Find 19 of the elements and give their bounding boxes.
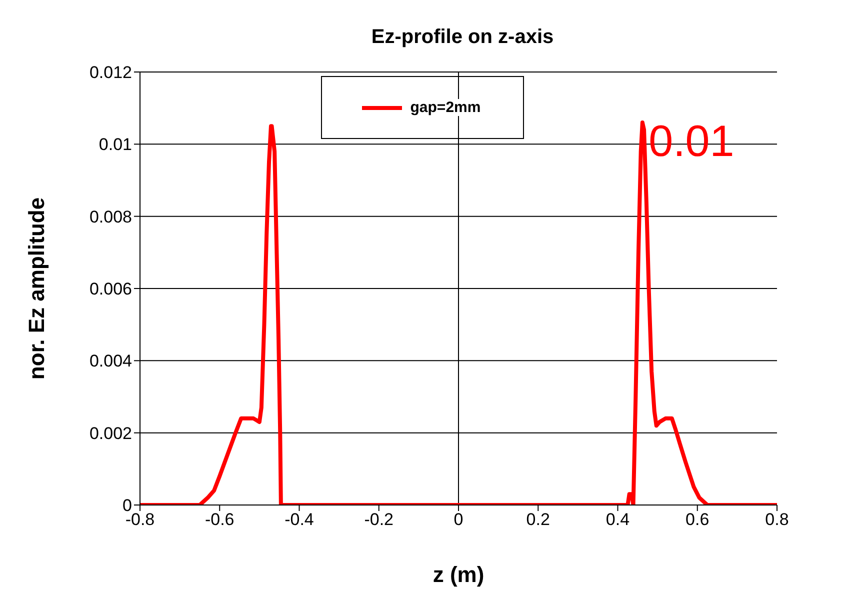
legend-frame: gap=2mm [321, 76, 524, 139]
chart-title: Ez-profile on z-axis [370, 26, 555, 49]
x-tick-label: -0.2 [364, 510, 394, 530]
x-tick-label: -0.6 [204, 510, 234, 530]
x-axis-title: z (m) [432, 562, 484, 587]
legend-label: gap=2mm [408, 99, 483, 116]
x-tick-label: 0.8 [765, 510, 789, 530]
x-tick-label: -0.4 [284, 510, 314, 530]
y-tick-label: 0.004 [89, 352, 132, 371]
y-tick-label: 0.002 [89, 424, 132, 443]
x-tick-label: 0.4 [606, 510, 630, 530]
y-tick-label: 0.006 [89, 280, 132, 299]
y-tick-label: 0.008 [89, 207, 132, 226]
y-axis-title: nor. Ez amplitude [24, 197, 49, 380]
y-tick-label: 0.01 [98, 135, 132, 154]
x-tick-label: 0 [454, 510, 464, 530]
x-tick-label: 0.6 [686, 510, 710, 530]
y-tick-label: 0.012 [89, 63, 132, 82]
x-tick-label: 0.2 [526, 510, 550, 530]
